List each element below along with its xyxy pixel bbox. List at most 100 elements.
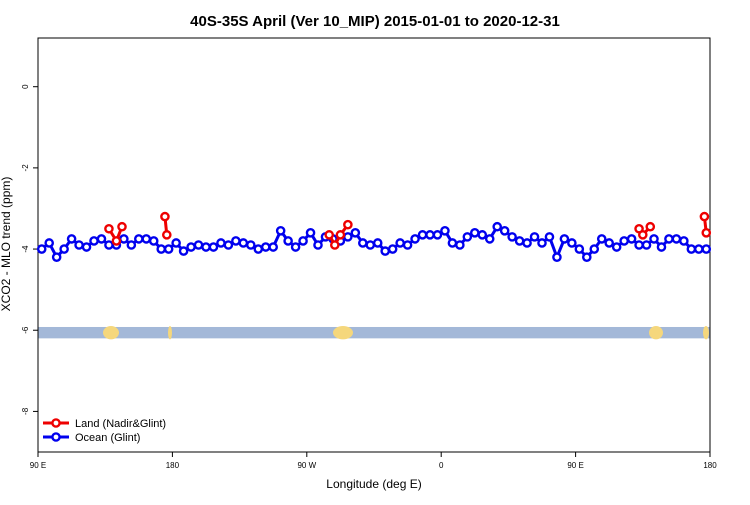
ocean-point (193, 240, 204, 250)
ocean-point (119, 234, 129, 244)
ocean-point (455, 240, 465, 250)
ocean-point (186, 242, 196, 252)
ocean-point (372, 238, 383, 248)
land-patch-5 (703, 325, 709, 340)
ocean-point (514, 236, 525, 246)
ocean-point (96, 234, 107, 244)
ocean-point (559, 234, 570, 244)
y-tick-label: 0 (21, 84, 30, 89)
land-point (161, 230, 172, 240)
ocean-point (701, 244, 712, 254)
ocean-point (694, 244, 704, 254)
ocean-point (298, 236, 308, 246)
ocean-point (365, 240, 376, 250)
ocean-point (462, 232, 473, 242)
land-point (343, 219, 353, 230)
ocean-point (477, 230, 488, 240)
ocean-point (582, 252, 592, 262)
land-point (699, 211, 710, 222)
land-patch-4 (649, 325, 663, 340)
ocean-point (216, 238, 226, 248)
land-point (335, 230, 346, 240)
ocean-point (343, 232, 353, 242)
land-point (160, 211, 170, 222)
ocean-point (649, 234, 659, 244)
y-tick-label: -8 (21, 407, 30, 415)
land-patch-3 (333, 325, 353, 340)
ocean-point (231, 236, 241, 246)
ocean-point (81, 242, 92, 252)
y-axis: 0 -2 -4 -6 -8 (21, 84, 38, 415)
ocean-point (51, 252, 62, 262)
land-point (324, 230, 335, 240)
ocean-point (634, 240, 644, 250)
ocean-point (238, 238, 249, 248)
ocean-point (66, 234, 77, 244)
ocean-point (440, 225, 450, 236)
land-patch-2 (168, 325, 172, 340)
ocean-point (417, 230, 428, 240)
ocean-point (260, 242, 271, 252)
x-tick-label: 180 (166, 461, 180, 470)
ocean-point (469, 228, 480, 238)
ocean-point (350, 228, 361, 238)
ocean-point (141, 234, 152, 244)
ocean-point (656, 242, 667, 252)
ocean-point (357, 238, 368, 248)
ocean-point (89, 236, 99, 246)
ocean-point (567, 238, 577, 248)
land-ocean-strip (38, 325, 710, 340)
x-tick-label: 90 E (567, 461, 583, 470)
ocean-point (641, 240, 652, 250)
ocean-point (522, 238, 532, 248)
ocean-point (499, 225, 510, 236)
land-point (111, 236, 122, 246)
land-point (638, 230, 648, 240)
ocean-point (201, 242, 211, 252)
ocean-point (44, 238, 55, 248)
ocean-point (171, 238, 181, 248)
ocean-point (604, 238, 615, 248)
ocean-point (59, 244, 69, 254)
ocean-point (380, 246, 391, 256)
ocean-point (313, 240, 323, 250)
ocean-point (686, 244, 697, 254)
ocean-point (283, 236, 293, 246)
ocean-point (537, 238, 547, 248)
land-point (104, 223, 114, 234)
ocean-point (290, 242, 301, 252)
ocean-point (529, 232, 540, 242)
ocean-point (245, 240, 256, 250)
ocean-point (544, 232, 555, 242)
ocean-point (126, 240, 137, 250)
land-point (117, 221, 127, 232)
ocean-point (664, 234, 674, 244)
legend-ocean-marker (51, 432, 61, 442)
x-axis-label: Longitude (deg E) (326, 477, 421, 491)
ocean-point (305, 228, 316, 238)
series-layer (36, 211, 712, 262)
ocean-point (484, 234, 495, 244)
ocean-point (74, 240, 84, 250)
y-axis-label: XCO2 - MLO trend (ppm) (0, 177, 13, 312)
x-axis: 90 E 180 90 W 0 90 E 180 (30, 452, 717, 470)
legend: Land (Nadir&Glint) Ocean (Glint) (43, 418, 166, 444)
chart-title: 40S-35S April (Ver 10_MIP) 2015-01-01 to… (190, 13, 560, 30)
ocean-point (223, 240, 234, 250)
ocean-point (492, 221, 503, 232)
legend-land-marker (51, 418, 61, 428)
land-point (329, 240, 340, 250)
ocean-point (596, 234, 607, 244)
y-tick-label: -4 (21, 245, 30, 253)
ocean-strip (38, 326, 710, 339)
ocean-point (589, 244, 600, 254)
ocean-point (208, 242, 219, 252)
ocean-point (619, 236, 629, 246)
plot-frame (37, 37, 711, 453)
ocean-point (410, 234, 420, 244)
ocean-point (626, 234, 637, 244)
ocean-point (253, 244, 264, 254)
ocean-point (447, 238, 458, 248)
